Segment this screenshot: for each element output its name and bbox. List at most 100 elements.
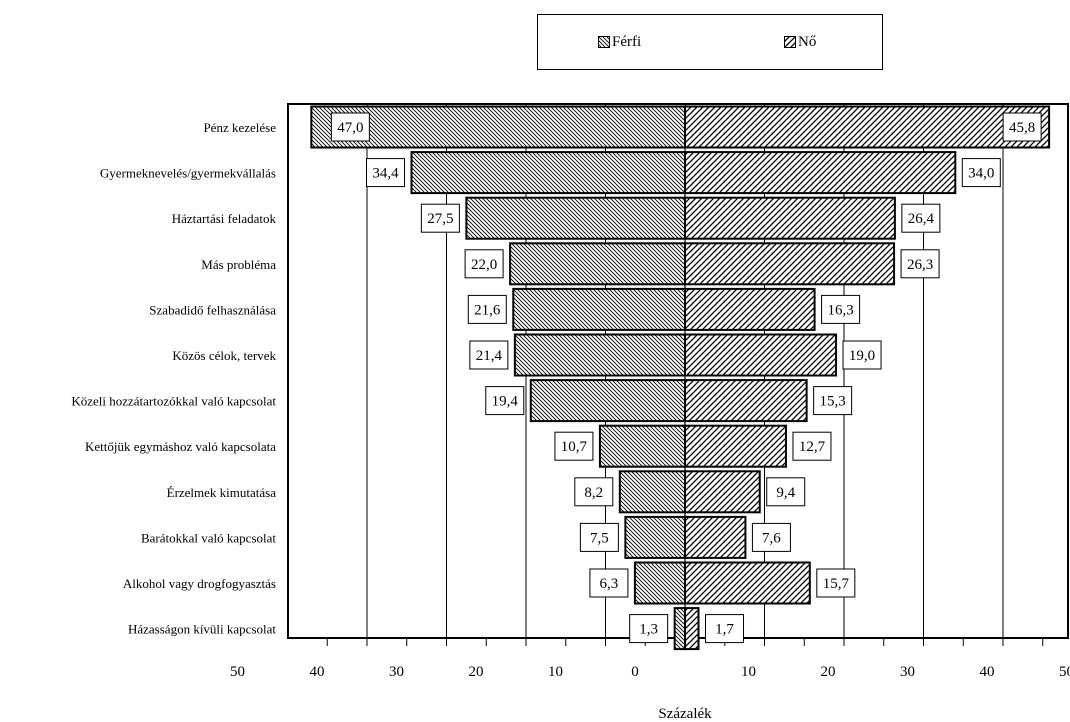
bar-no <box>684 105 1051 149</box>
category-label: Szabadidő felhasználása <box>149 302 276 317</box>
data-label-no: 26,4 <box>908 211 935 227</box>
data-label-box-ferfi <box>629 614 669 644</box>
data-label-box-ferfi <box>574 477 614 507</box>
category-label: Érzelmek kimutatása <box>167 485 277 500</box>
data-label-no: 15,7 <box>823 576 850 592</box>
data-label-box-no <box>813 386 853 416</box>
data-label-box-no <box>901 203 941 233</box>
data-label-no: 45,8 <box>1009 120 1035 136</box>
data-label-box-no <box>821 294 861 324</box>
data-label-no: 7,6 <box>762 530 781 546</box>
bar-ferfi <box>529 379 687 423</box>
bar-no <box>684 607 700 651</box>
x-tick-label: 20 <box>469 664 484 680</box>
legend-label-no: Nő <box>798 34 817 50</box>
x-tick-label: 20 <box>821 664 836 680</box>
bars: 47,0 45,8 34,4 34,0 27,5 26,4 22,0 26,3 21,6 16,3… <box>310 105 1051 651</box>
data-label-no: 15,3 <box>820 394 846 410</box>
data-label-ferfi: 7,5 <box>590 530 609 546</box>
category-label: Kettőjük egymáshoz való kapcsolata <box>85 439 276 454</box>
legend-label-ferfi: Férfi <box>612 34 642 50</box>
category-label: Közeli hozzátartozókkal való kapcsolat <box>71 394 276 409</box>
data-label-ferfi: 34,4 <box>372 166 399 182</box>
bar-ferfi <box>465 196 686 240</box>
data-label-ferfi: 10,7 <box>561 439 588 455</box>
bar-ferfi <box>624 515 686 559</box>
bar-ferfi <box>513 333 686 377</box>
data-label-box-no <box>842 340 882 370</box>
data-label-no: 1,7 <box>715 622 734 638</box>
x-tick-label: 10 <box>548 664 563 680</box>
bar-no <box>684 561 811 605</box>
data-label-ferfi: 21,6 <box>474 302 501 318</box>
x-tick-label: 40 <box>310 664 325 680</box>
data-label-box-ferfi <box>420 203 460 233</box>
bar-no <box>684 151 957 195</box>
category-label: Pénz kezelése <box>203 120 276 135</box>
category-label: Közös célok, tervek <box>172 348 276 363</box>
legend-swatch-no <box>784 36 796 48</box>
bar-ferfi <box>410 151 686 195</box>
x-tick-label: 0 <box>631 664 639 680</box>
bar-no <box>684 470 761 514</box>
bar-no <box>684 333 838 377</box>
bar-no <box>684 424 787 468</box>
category-label: Barátokkal való kapcsolat <box>141 530 276 545</box>
data-label-no: 19,0 <box>849 348 875 364</box>
data-label-box-no <box>900 249 940 279</box>
bar-no <box>684 515 747 559</box>
category-label: Más probléma <box>201 257 276 272</box>
data-label-ferfi: 47,0 <box>337 120 363 136</box>
data-label-ferfi: 22,0 <box>471 257 497 273</box>
data-label-box-no <box>766 477 806 507</box>
data-label-ferfi: 1,3 <box>639 622 658 638</box>
bar-no <box>684 287 816 331</box>
category-label: Háztartási feladatok <box>172 211 277 226</box>
legend-item-no: Nő <box>784 33 816 51</box>
x-tick-label: 30 <box>900 664 915 680</box>
bar-ferfi <box>512 287 687 331</box>
x-tick-label: 40 <box>980 664 995 680</box>
x-tick-label: 50 <box>230 664 245 680</box>
data-label-box-no <box>816 568 856 598</box>
category-label: Gyermeknevelés/gyermekvállalás <box>100 166 276 181</box>
bar-ferfi <box>673 607 686 651</box>
data-label-ferfi: 6,3 <box>600 576 619 592</box>
data-label-box-no <box>705 614 745 644</box>
legend-swatch-ferfi <box>598 36 610 48</box>
data-label-box-no <box>792 431 832 461</box>
x-axis-title: Százalék <box>658 706 712 722</box>
data-label-no: 16,3 <box>827 302 853 318</box>
bar-ferfi <box>598 424 686 468</box>
data-label-box-ferfi <box>330 112 370 142</box>
data-label-box-ferfi <box>469 340 509 370</box>
data-label-no: 9,4 <box>776 485 795 501</box>
data-label-ferfi: 21,4 <box>476 348 503 364</box>
category-label: Házasságon kívüli kapcsolat <box>128 622 276 637</box>
data-label-box-ferfi <box>589 568 629 598</box>
bar-ferfi <box>618 470 686 514</box>
data-label-box-ferfi <box>485 386 525 416</box>
data-label-box-ferfi <box>579 522 619 552</box>
x-tick-label: 50 <box>1059 664 1070 680</box>
data-label-box-no <box>961 158 1001 188</box>
data-label-no: 34,0 <box>968 166 994 182</box>
data-label-box-ferfi <box>464 249 504 279</box>
data-label-box-ferfi <box>366 158 406 188</box>
bar-ferfi <box>509 242 686 286</box>
legend-item-ferfi: Férfi <box>598 33 641 51</box>
x-tick-label: 10 <box>741 664 756 680</box>
x-tick-label: 30 <box>389 664 404 680</box>
bar-no <box>684 196 896 240</box>
data-label-box-no <box>751 522 791 552</box>
bar-no <box>684 379 808 423</box>
data-label-no: 12,7 <box>799 439 826 455</box>
data-label-box-no <box>1002 112 1042 142</box>
data-label-ferfi: 19,4 <box>492 394 519 410</box>
bar-ferfi <box>633 561 686 605</box>
data-label-ferfi: 8,2 <box>584 485 603 501</box>
data-label-box-ferfi <box>467 294 507 324</box>
data-label-box-ferfi <box>554 431 594 461</box>
category-labels: Pénz kezelése Gyermeknevelés/gyermekválla… <box>71 120 276 637</box>
